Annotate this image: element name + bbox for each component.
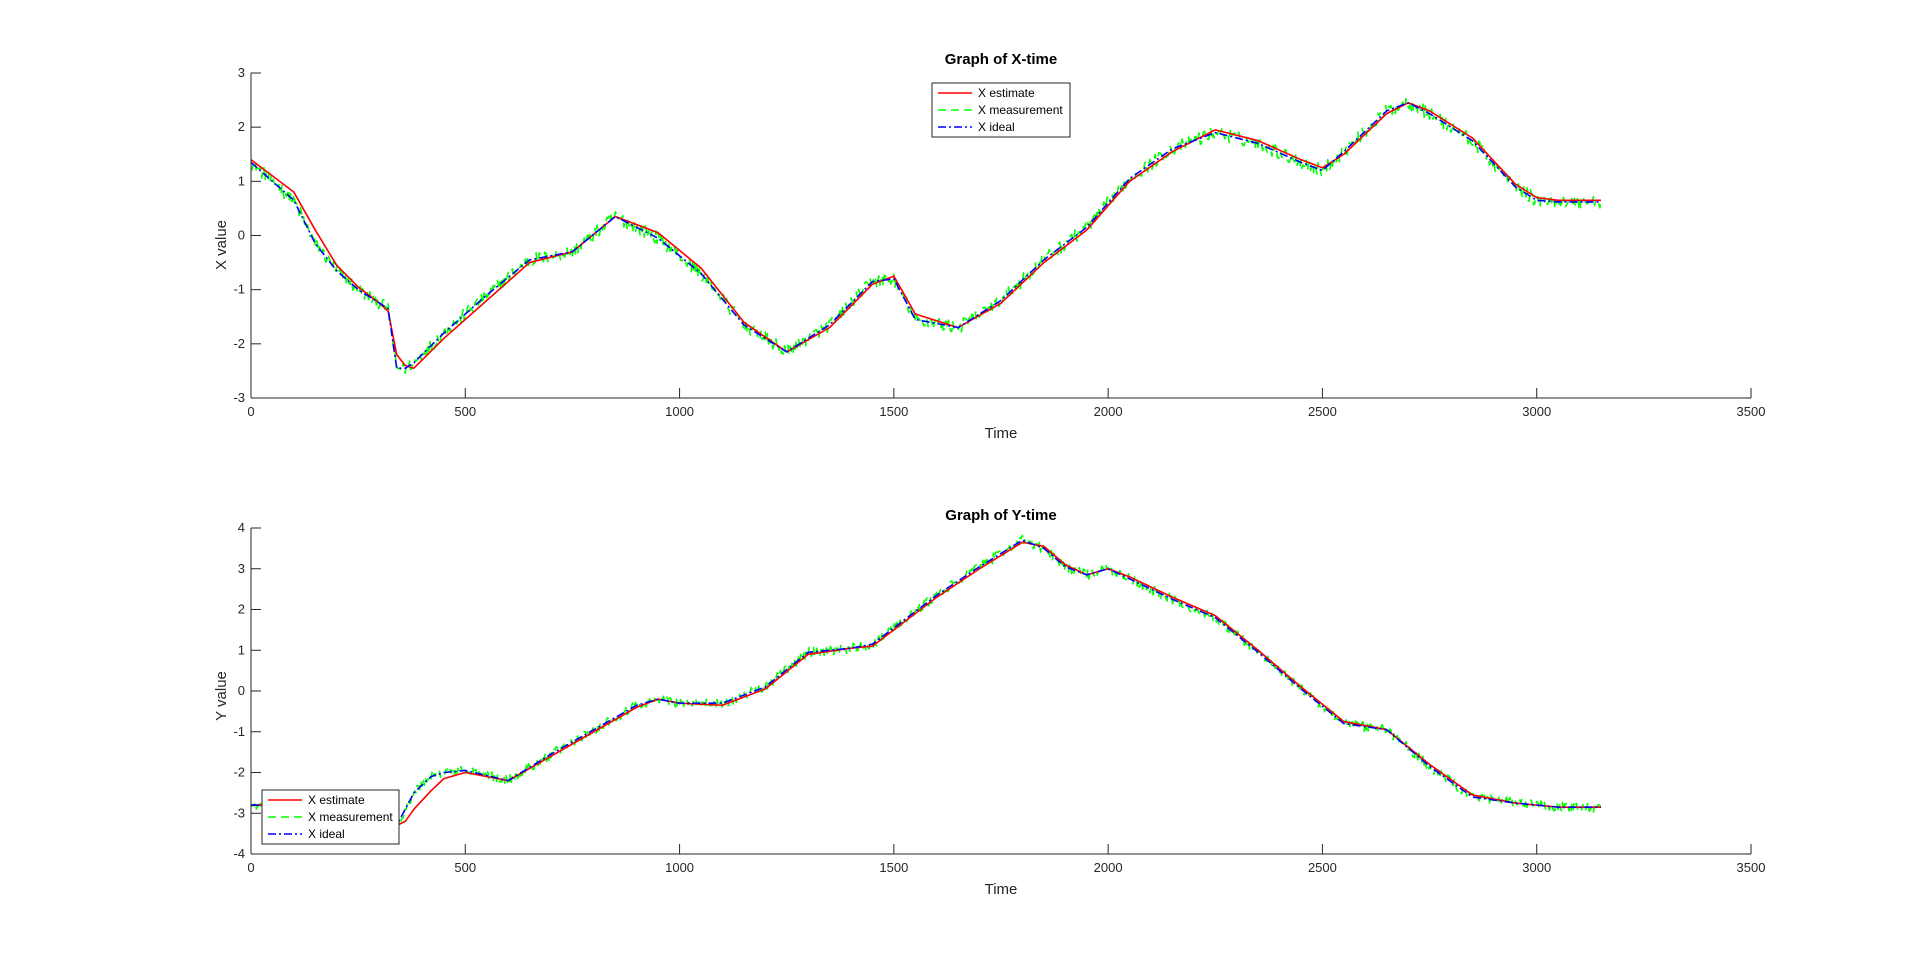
y-tick-label: -3 — [233, 805, 245, 820]
x-tick-label: 500 — [454, 860, 476, 875]
chart-x-time: Graph of X-time 0 500 1000 1500 2000 2500 3000… — [213, 51, 1765, 442]
legend-entry: X measurement — [978, 103, 1063, 117]
legend-entry: X ideal — [308, 827, 345, 841]
series-line-x-ideal — [250, 101, 1601, 370]
x-tick-label: 3500 — [1737, 404, 1766, 419]
x-axis-label: Time — [985, 425, 1018, 442]
y-tick-label: -1 — [233, 282, 245, 297]
x-tick-label: 0 — [247, 404, 254, 419]
legend-box — [931, 82, 1071, 138]
x-tick-label: 3500 — [1737, 860, 1766, 875]
x-tick-label: 2500 — [1308, 404, 1337, 419]
legend-entry: X measurement — [308, 810, 393, 824]
chart-y-time: Graph of Y-time 0 500 1000 1500 2000 2500 3000… — [213, 507, 1765, 898]
legend-entry: X estimate — [308, 793, 365, 807]
plot-lines — [250, 97, 1602, 375]
series-line-x-estimate — [251, 541, 1601, 827]
x-tick-label: 1000 — [665, 404, 694, 419]
x-tick-label: 500 — [454, 404, 476, 419]
series-line-x-measurement — [250, 97, 1602, 375]
x-tick-label: 1500 — [879, 404, 908, 419]
y-tick-label: 3 — [238, 65, 245, 80]
x-tick-label: 1500 — [879, 860, 908, 875]
x-tick-label: 2000 — [1094, 404, 1123, 419]
axes: 0 500 1000 1500 2000 2500 3000 3500 -3 -2 -1 0 1 2 3 — [233, 65, 1765, 419]
series-line-x-measurement — [250, 534, 1602, 829]
y-axis-label: X value — [213, 220, 230, 270]
y-tick-label: -4 — [233, 846, 245, 861]
y-tick-label: -1 — [233, 724, 245, 739]
x-tick-label: 3000 — [1522, 860, 1551, 875]
y-tick-label: 4 — [238, 520, 245, 535]
chart-title: Graph of X-time — [945, 51, 1058, 68]
y-tick-label: 1 — [238, 642, 245, 657]
y-axis-label: Y value — [213, 671, 230, 721]
y-tick-label: 2 — [238, 602, 245, 617]
y-tick-label: 0 — [238, 228, 245, 243]
legend[interactable]: X estimate X measurement X ideal — [261, 789, 400, 845]
y-tick-label: 2 — [238, 119, 245, 134]
y-tick-label: 1 — [238, 173, 245, 188]
series-line-x-estimate — [250, 101, 1601, 370]
chart-title: Graph of Y-time — [945, 507, 1056, 524]
y-tick-label: -2 — [233, 336, 245, 351]
legend-entry: X ideal — [978, 120, 1015, 134]
y-tick-label: 3 — [238, 561, 245, 576]
plot-lines — [250, 534, 1602, 829]
legend-entry: X estimate — [978, 86, 1035, 100]
x-tick-label: 2000 — [1094, 860, 1123, 875]
legend[interactable]: X estimate X measurement X ideal — [931, 82, 1071, 138]
y-tick-label: -2 — [233, 765, 245, 780]
x-tick-label: 2500 — [1308, 860, 1337, 875]
x-tick-label: 0 — [247, 860, 254, 875]
x-axis-label: Time — [985, 881, 1018, 898]
y-tick-label: -3 — [233, 390, 245, 405]
y-tick-label: 0 — [238, 683, 245, 698]
axes: 0 500 1000 1500 2000 2500 3000 3500 -4 -3 -2 -1 0 1 2 3… — [233, 520, 1765, 875]
x-tick-label: 3000 — [1522, 404, 1551, 419]
x-tick-label: 1000 — [665, 860, 694, 875]
